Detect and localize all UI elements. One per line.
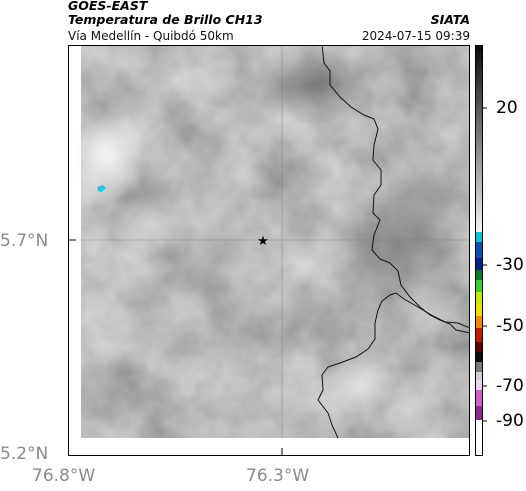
colorbar-label-minus-70: -70 [496, 376, 524, 396]
cloud-field [68, 45, 469, 438]
colorbar-label-minus-90: -90 [496, 411, 524, 431]
department-border-line [317, 292, 470, 439]
lon-label-76-3: 76.3°W [246, 466, 310, 486]
colorbar-label-20: 20 [496, 98, 518, 118]
datetime-label: 2024-07-15 09:39 [361, 29, 470, 43]
lat-label-5-7: 5.7°N [0, 231, 49, 251]
cold-cloud-spot [97, 185, 106, 192]
source-label: SIATA [430, 12, 470, 27]
lat-label-5-2: 5.2°N [0, 444, 49, 464]
map-frame [68, 45, 470, 456]
satellite-title: GOES-EAST [68, 0, 148, 13]
colorbar [475, 45, 487, 456]
lon-label-76-8: 76.8°W [32, 466, 96, 486]
colorbar-label-minus-30: -30 [496, 255, 524, 275]
brightness-temperature-map[interactable]: ★ [68, 45, 470, 456]
colorbar-label-minus-50: -50 [496, 316, 524, 336]
product-title: Temperatura de Brillo CH13 [68, 12, 263, 27]
star-icon: ★ [257, 234, 269, 249]
route-label: Vía Medellín - Quibdó 50km [68, 29, 234, 43]
